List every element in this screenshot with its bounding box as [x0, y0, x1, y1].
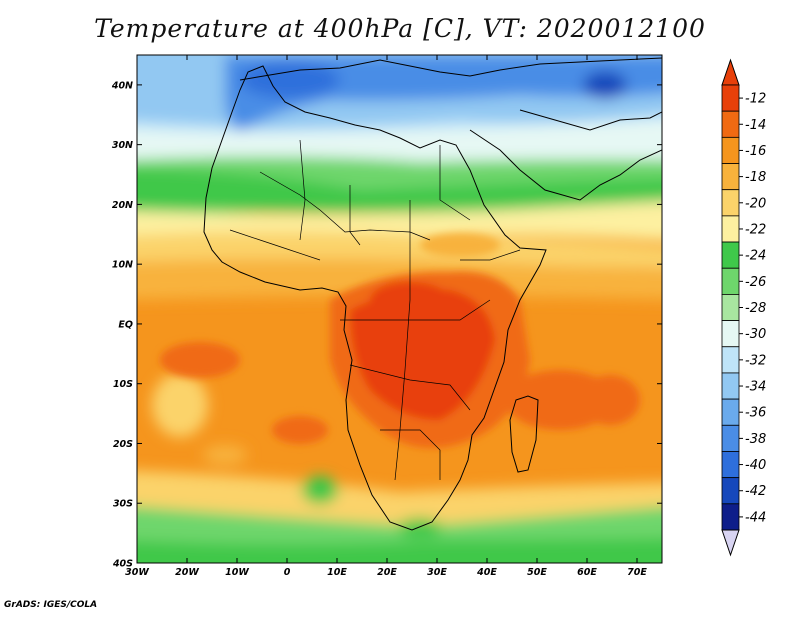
colorbar-label: -40 — [745, 458, 766, 473]
colorbar-label: -24 — [745, 249, 766, 264]
x-tick-label: 30W — [125, 567, 149, 578]
colorbar-swatch — [721, 241, 740, 269]
y-tick-label: 10N — [112, 260, 133, 271]
colorbar-swatch — [721, 346, 740, 374]
colorbar-label: -22 — [745, 222, 766, 237]
colorbar-label: -20 — [745, 196, 766, 211]
y-tick-label: 40N — [111, 80, 133, 91]
plot-frame — [136, 54, 663, 564]
colorbar-swatch — [721, 189, 740, 217]
colorbar-label: -42 — [745, 484, 766, 499]
colorbar-swatch — [721, 136, 740, 164]
colorbar-label: -12 — [745, 92, 766, 107]
x-tick-label: 30E — [427, 567, 447, 578]
colorbar-swatch — [721, 267, 740, 295]
y-tick-label: 40S — [112, 559, 133, 570]
temperature-field — [137, 55, 662, 563]
colorbar-label: -18 — [745, 170, 766, 185]
colorbar-label: -14 — [745, 118, 766, 133]
colorbar-label: -36 — [745, 406, 766, 421]
colorbar-swatch — [721, 372, 740, 400]
y-tick-label: 30N — [112, 140, 133, 151]
x-tick-label: 20E — [377, 567, 397, 578]
coastlines — [203, 57, 662, 531]
colorbar-label: -38 — [745, 432, 766, 447]
y-tick-label: 20N — [112, 200, 133, 211]
colorbar-swatch — [721, 294, 740, 321]
y-tick-label: 30S — [113, 499, 133, 510]
colorbar-top-arrow — [721, 58, 740, 86]
y-tick-label: 10S — [113, 379, 133, 390]
y-axis: 40N 30N 20N 10N EQ 10S 20S 30S 40S — [111, 80, 662, 570]
colorbar-label: -30 — [745, 327, 766, 342]
colorbar-label: -16 — [745, 144, 766, 159]
map-title: Temperature at 400hPa [C], VT: 202001210… — [94, 14, 706, 43]
x-tick-label: 10W — [225, 567, 249, 578]
colorbar-label: -32 — [745, 353, 766, 368]
colorbar-swatch — [721, 84, 740, 112]
colorbar: -12 -14 -16 -18 -20 -22 -24 -26 -28 -30 -32 -34 -36 -… — [721, 58, 766, 557]
x-tick-label: 60E — [577, 567, 597, 578]
colorbar-swatch — [721, 215, 740, 243]
colorbar-swatch — [721, 320, 740, 348]
colorbar-swatch — [721, 163, 740, 191]
colorbar-swatch — [721, 503, 740, 531]
colorbar-label: -26 — [745, 275, 766, 290]
colorbar-label: -28 — [745, 301, 766, 316]
x-axis: 30W 20W 10W 0 10E 20E 30E 40E 50E 60E 70E — [125, 55, 647, 578]
colorbar-label: -44 — [745, 510, 766, 525]
x-tick-label: 20W — [175, 567, 199, 578]
colorbar-swatch — [721, 398, 740, 426]
colorbar-swatch — [721, 451, 740, 479]
x-tick-label: 0 — [284, 567, 291, 578]
x-tick-label: 10E — [327, 567, 347, 578]
colorbar-swatch — [721, 424, 740, 452]
x-tick-label: 50E — [527, 567, 547, 578]
country-borders — [229, 139, 521, 481]
y-tick-label: 20S — [113, 439, 133, 450]
x-tick-label: 70E — [627, 567, 647, 578]
colorbar-bottom-arrow — [721, 529, 740, 557]
colorbar-swatch — [721, 477, 740, 505]
colorbar-swatch — [721, 110, 740, 138]
y-tick-label: EQ — [118, 319, 133, 330]
x-tick-label: 40E — [476, 567, 497, 578]
colorbar-label: -34 — [745, 380, 766, 395]
grads-credit: GrADS: IGES/COLA — [4, 600, 98, 610]
